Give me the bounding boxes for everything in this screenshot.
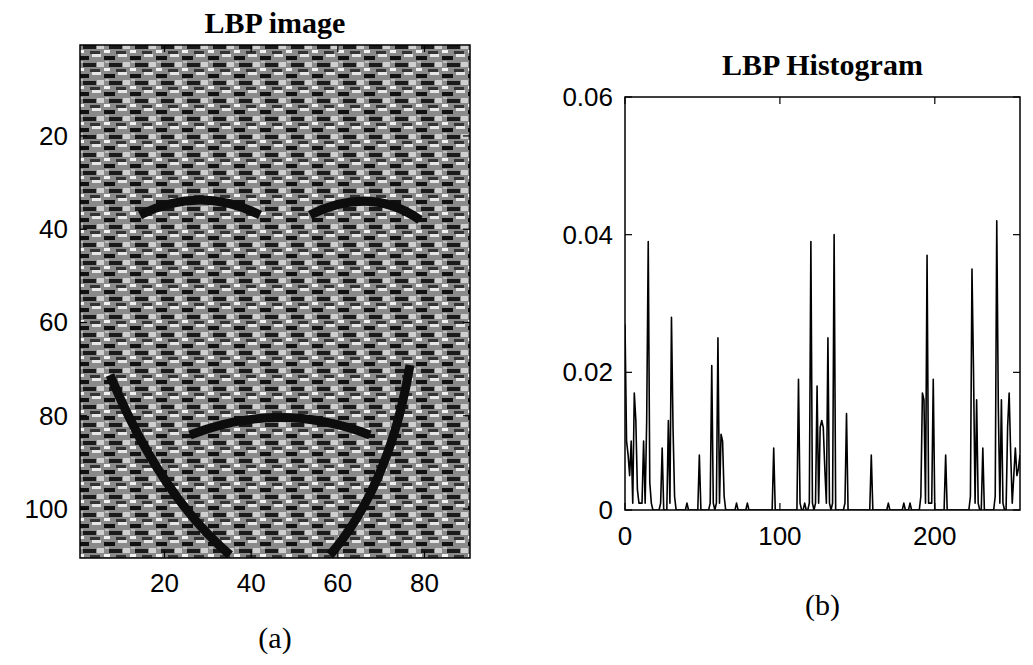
x-tick <box>624 97 625 104</box>
y-tick <box>463 229 470 230</box>
y-tick-label: 40 <box>39 214 68 244</box>
panel-label: (b) <box>805 588 840 622</box>
histogram-line <box>625 221 1020 510</box>
y-tick <box>625 509 632 510</box>
x-tick <box>779 503 780 510</box>
y-tick-label: 0.02 <box>562 357 613 387</box>
panel: 20 40 60 80 20 40 60 80 100 LBP image (a) <box>25 6 470 655</box>
y-tick <box>80 135 87 136</box>
face-feature <box>140 200 260 215</box>
figure: 2040608020406080100LBP image(a)010020000… <box>0 0 1033 665</box>
x-tick <box>934 503 935 510</box>
x-tick <box>424 551 425 558</box>
y-tick <box>1013 234 1020 235</box>
y-tick <box>80 415 87 416</box>
x-tick-label: 0 <box>618 521 632 551</box>
lbp-texture <box>80 45 470 558</box>
x-tick <box>779 97 780 104</box>
x-tick <box>251 551 252 558</box>
y-tick-label: 0.06 <box>562 82 613 112</box>
x-tick <box>251 45 252 52</box>
y-tick-label: 60 <box>39 307 68 337</box>
y-tick <box>463 135 470 136</box>
chart-title: LBP Histogram <box>722 48 923 81</box>
y-tick <box>625 372 632 373</box>
y-tick <box>1013 372 1020 373</box>
y-tick <box>625 234 632 235</box>
y-tick <box>80 508 87 509</box>
x-tick <box>164 551 165 558</box>
y-tick <box>80 322 87 323</box>
panel: 0 100 200 0 0.02 0.04 0.06 LBP Histogram (b) <box>562 48 1020 622</box>
frame <box>625 97 1020 510</box>
y-tick <box>463 508 470 509</box>
x-tick <box>164 45 165 52</box>
x-tick-label: 40 <box>237 568 266 598</box>
y-tick-label: 100 <box>25 494 68 524</box>
x-tick-label: 60 <box>323 568 352 598</box>
y-tick-label: 0 <box>599 495 613 525</box>
y-tick <box>463 415 470 416</box>
face-feature <box>330 365 410 555</box>
x-tick-label: 80 <box>410 568 439 598</box>
y-tick <box>625 96 632 97</box>
y-tick <box>1013 96 1020 97</box>
y-tick <box>1013 509 1020 510</box>
face-feature <box>310 201 420 220</box>
plot-area <box>80 45 470 558</box>
x-tick <box>337 551 338 558</box>
panel-label: (a) <box>258 621 291 655</box>
x-tick <box>337 45 338 52</box>
y-tick <box>463 322 470 323</box>
chart-title: LBP image <box>205 6 346 39</box>
x-tick <box>424 45 425 52</box>
y-tick-label: 20 <box>39 121 68 151</box>
frame <box>80 45 470 558</box>
y-tick-label: 0.04 <box>562 220 613 250</box>
face-feature <box>190 418 370 436</box>
plot-area <box>625 221 1020 510</box>
y-tick-label: 80 <box>39 401 68 431</box>
y-tick <box>80 229 87 230</box>
x-tick-label: 100 <box>758 521 801 551</box>
x-tick-label: 20 <box>150 568 179 598</box>
x-tick <box>934 97 935 104</box>
face-feature <box>110 375 230 555</box>
x-tick <box>624 503 625 510</box>
x-tick-label: 200 <box>913 521 956 551</box>
